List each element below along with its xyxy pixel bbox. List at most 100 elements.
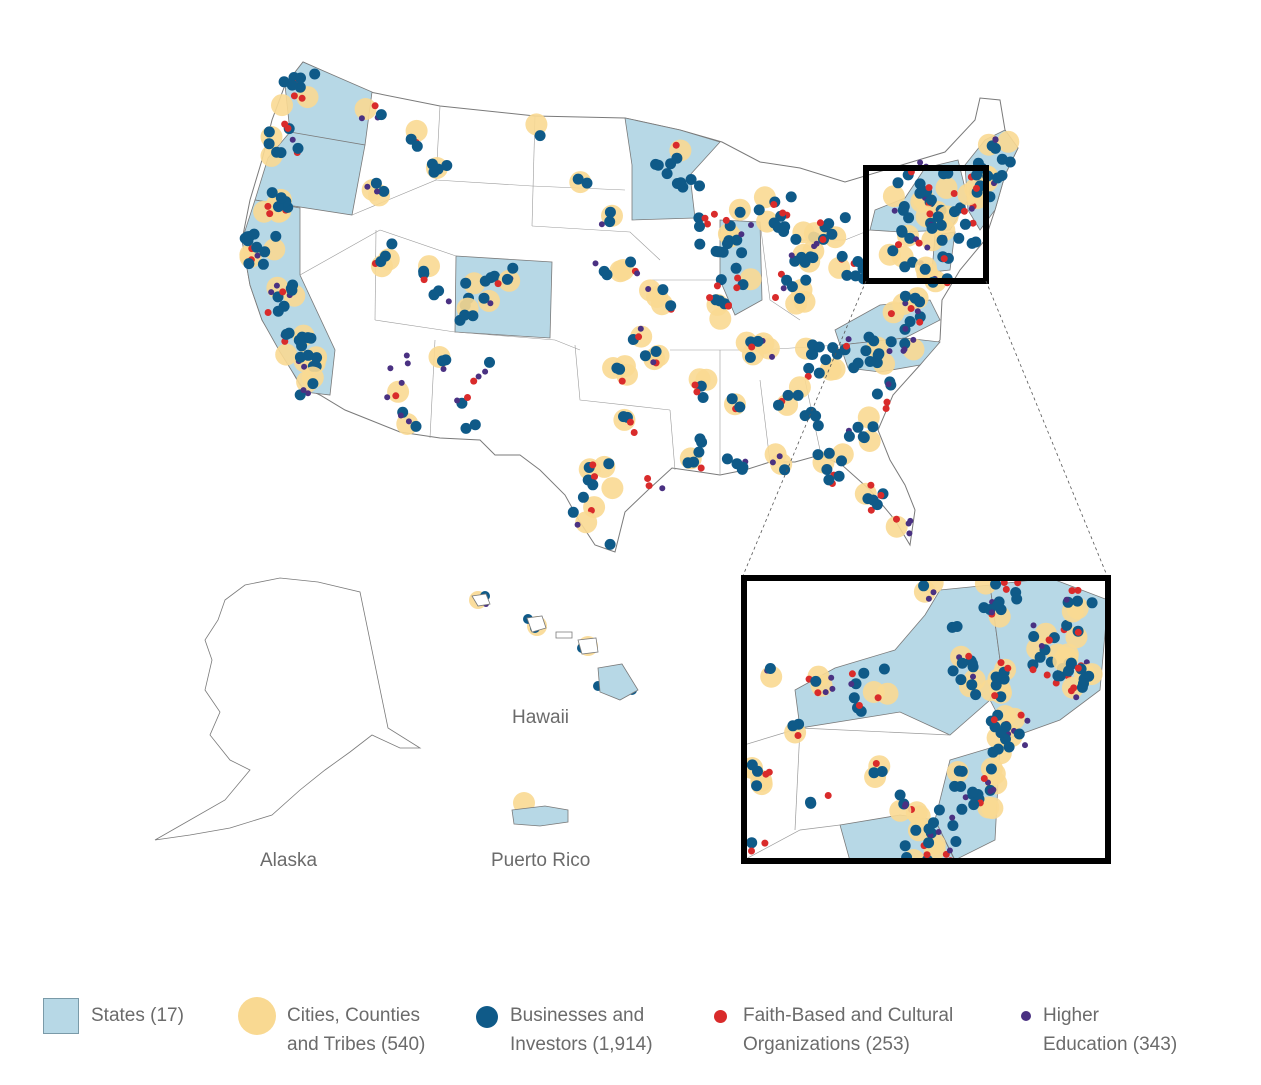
faith-marker: [895, 241, 902, 249]
business-marker: [717, 246, 729, 258]
business-marker: [947, 665, 959, 677]
business-marker: [914, 296, 926, 308]
business-marker: [782, 389, 794, 401]
education-marker: [822, 689, 829, 696]
business-marker: [868, 767, 880, 779]
business-marker: [685, 174, 697, 185]
businesses-swatch: [476, 1006, 498, 1028]
faith-marker: [990, 716, 998, 724]
education-marker: [930, 589, 937, 596]
alaska-outline: [154, 577, 422, 841]
faith-marker: [706, 294, 714, 302]
education-marker: [1038, 643, 1045, 649]
business-marker: [737, 461, 749, 473]
business-marker: [604, 538, 616, 550]
hawaii-islands: [471, 593, 639, 701]
business-marker: [459, 309, 471, 321]
legend-states-label: States (17): [91, 1005, 184, 1026]
business-marker: [995, 727, 1007, 739]
business-marker: [302, 349, 314, 361]
education-marker: [910, 336, 917, 343]
faith-marker: [915, 239, 923, 247]
business-marker: [1028, 631, 1040, 642]
business-marker: [639, 350, 651, 362]
business-marker: [805, 797, 817, 809]
faith-marker: [591, 473, 598, 481]
business-marker: [263, 126, 275, 138]
business-marker: [697, 392, 709, 403]
business-marker: [876, 766, 888, 777]
label-hawaii: Hawaii: [512, 707, 569, 728]
business-marker: [787, 720, 799, 732]
coalition-map: Alaska Hawaii Puerto Rico: [154, 61, 1111, 871]
faith-marker: [761, 839, 769, 847]
faith-marker: [819, 236, 827, 243]
business-marker: [263, 138, 275, 150]
legend-states: States (17): [43, 995, 184, 1034]
business-marker: [773, 399, 784, 411]
business-marker: [904, 316, 916, 327]
city-marker: [601, 477, 624, 500]
faith-marker: [713, 282, 721, 290]
business-marker: [995, 691, 1007, 703]
business-marker: [990, 578, 1002, 590]
business-marker: [947, 820, 959, 831]
faith-marker: [940, 255, 948, 263]
education-marker: [780, 285, 787, 292]
education-marker: [970, 673, 976, 680]
education-marker: [769, 353, 775, 360]
business-marker: [657, 284, 669, 296]
education-marker: [358, 115, 365, 122]
education-marker: [405, 418, 412, 425]
business-marker: [478, 292, 490, 304]
education-marker: [1073, 694, 1080, 701]
business-marker: [433, 285, 445, 297]
faith-marker: [279, 288, 287, 296]
education-marker: [254, 252, 261, 259]
business-marker: [693, 212, 705, 224]
faith-marker: [991, 692, 999, 700]
business-marker: [878, 663, 890, 675]
business-marker: [887, 245, 899, 257]
education-marker: [1063, 596, 1070, 603]
business-marker: [864, 356, 876, 367]
education-marker: [574, 521, 581, 528]
business-marker: [949, 206, 960, 218]
business-marker: [892, 177, 904, 189]
education-marker: [487, 300, 494, 307]
education-marker: [645, 286, 652, 292]
business-marker: [823, 447, 835, 459]
business-marker: [370, 177, 382, 189]
business-marker: [295, 72, 306, 84]
education-marker: [906, 530, 913, 537]
business-marker: [601, 269, 613, 281]
faith-marker: [464, 394, 471, 401]
faith-marker: [772, 294, 779, 301]
faith-marker: [1074, 586, 1082, 594]
business-marker: [441, 160, 453, 171]
faith-marker: [777, 270, 785, 278]
business-marker: [259, 246, 271, 258]
business-marker: [243, 258, 255, 270]
business-marker: [272, 305, 284, 317]
education-swatch: [1021, 1011, 1031, 1021]
faith-marker: [816, 219, 824, 227]
business-marker: [694, 221, 705, 232]
states-swatch: [43, 998, 79, 1034]
business-marker: [848, 692, 860, 704]
education-marker: [885, 381, 892, 388]
education-marker: [738, 231, 745, 238]
business-marker: [956, 765, 968, 777]
legend-businesses-label: Businesses and Investors (1,914): [510, 1005, 653, 1055]
faith-marker: [843, 342, 850, 350]
business-marker: [1052, 670, 1064, 682]
faith-marker: [264, 309, 272, 316]
education-marker: [907, 517, 914, 524]
business-marker: [899, 261, 911, 273]
faith-marker: [965, 652, 973, 660]
faith-marker: [1074, 628, 1082, 636]
business-marker: [926, 222, 938, 234]
faith-marker: [855, 702, 863, 709]
education-marker: [968, 205, 975, 212]
education-marker: [845, 336, 852, 343]
